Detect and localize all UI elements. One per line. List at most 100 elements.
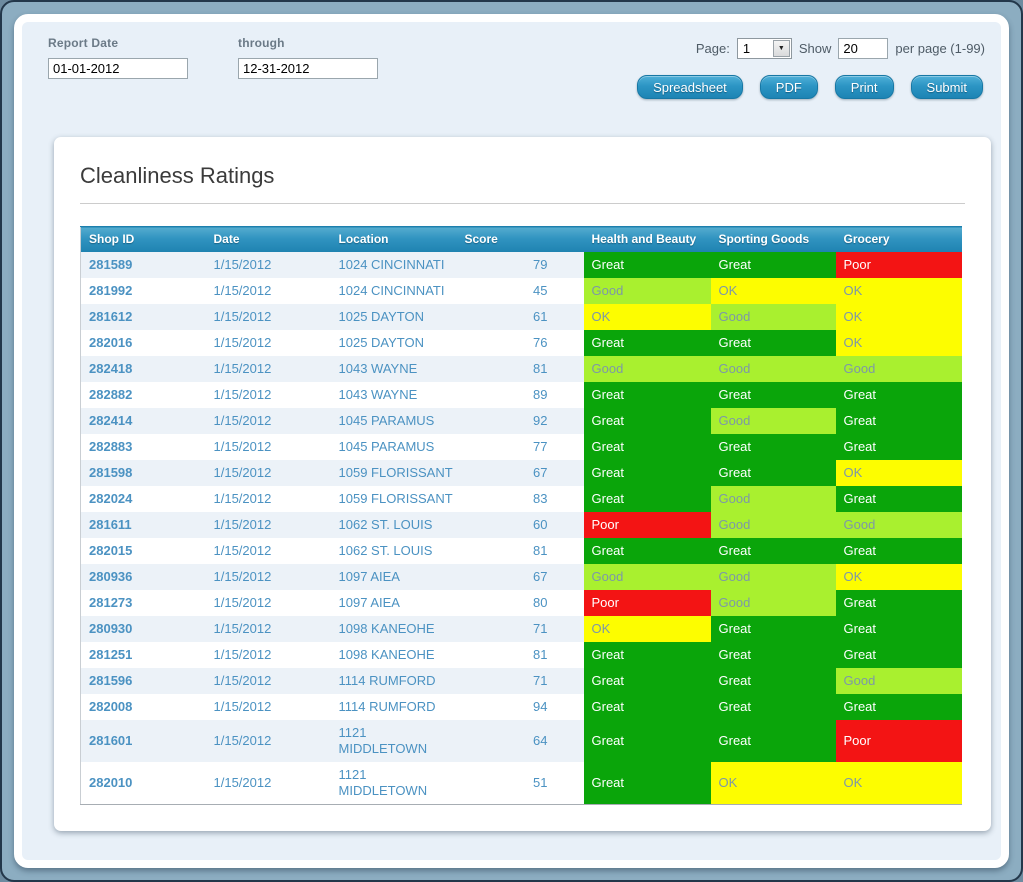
page-select[interactable]: 1 ▼ [736,38,792,59]
location-cell: 1059 FLORISSANT [338,490,453,506]
filter-bar: Report Date through Page: 1 ▼ Show [22,22,1001,99]
shop-id-link[interactable]: 282010 [89,774,133,790]
date-cell: 1/15/2012 [213,646,272,662]
shop-id-link[interactable]: 281596 [80,667,206,694]
ratings-table: Shop ID Date Location Score Health and B… [80,226,962,805]
rating-cell-health-beauty: Good [583,355,711,382]
spreadsheet-button[interactable]: Spreadsheet [637,75,743,99]
rating-cell-grocery: OK [835,563,962,590]
shop-id-link[interactable]: 281598 [80,459,206,486]
rating-cell-grocery: Great [835,641,962,668]
rating-cell-health-beauty: Great [583,407,711,434]
rating-cell-grocery: Great [835,381,962,408]
rating-cell-sporting-goods: Great [710,693,836,720]
rating-cell-grocery: Poor [835,251,962,278]
shop-id-link[interactable]: 281251 [89,646,133,662]
shop-id-link[interactable]: 281273 [89,594,133,610]
end-date-input[interactable] [238,58,378,79]
shop-id-link[interactable]: 282016 [89,334,133,350]
rating-cell-grocery: Great [835,485,962,512]
shop-id-link[interactable]: 280930 [80,615,206,642]
score-cell: 79 [456,251,584,278]
score-cell: 83 [533,490,548,506]
col-header-grocery: Grocery [835,226,962,252]
rating-cell-grocery: Great [835,589,962,616]
rating-cell-sporting-goods: Good [710,407,836,434]
rating-cell-health-beauty: Great [583,485,711,512]
report-date-label: Report Date [48,36,119,50]
action-buttons: Spreadsheet PDF Print Submit [637,75,983,99]
shop-id-link[interactable]: 281611 [80,511,206,538]
shop-id-link[interactable]: 281601 [80,719,206,762]
print-button[interactable]: Print [834,75,894,99]
chevron-down-icon: ▼ [772,40,790,57]
location-cell: 1043 WAYNE [330,355,457,382]
table-row: 281992 1/15/2012 1024 CINCINNATI 45 Good OK OK [81,277,962,304]
start-date-input[interactable] [48,58,188,79]
shop-id-link[interactable]: 280936 [80,563,206,590]
score-cell: 67 [456,563,584,590]
shop-id-link[interactable]: 282882 [89,386,133,402]
col-header-shop-id: Shop ID [80,226,206,252]
pdf-button[interactable]: PDF [759,75,818,99]
shop-id-link[interactable]: 282418 [80,355,206,382]
rating-cell-sporting-goods: Great [710,459,836,486]
ratings-table-body: 281589 1/15/2012 1024 CINCINNATI 79 Great Gre… [80,251,962,804]
rating-cell-sporting-goods: OK [710,761,836,804]
shop-id-link[interactable]: 282024 [89,490,133,506]
rating-cell-health-beauty: Great [583,719,711,762]
score-cell: 61 [456,303,584,330]
date-cell: 1/15/2012 [205,355,331,382]
table-row: 281251 1/15/2012 1098 KANEOHE 81 Great Great G… [81,641,962,668]
location-cell: 1098 KANEOHE [338,646,435,662]
rating-cell-grocery: OK [835,303,962,330]
location-cell: 1098 KANEOHE [330,615,457,642]
rating-cell-health-beauty: OK [583,615,711,642]
date-cell: 1/15/2012 [205,615,331,642]
rating-cell-grocery: OK [835,277,962,304]
table-row: 282010 1/15/2012 1121 MIDDLETOWN 51 Great OK O… [81,761,962,804]
rating-cell-sporting-goods: Great [710,641,836,668]
location-cell: 1025 DAYTON [330,303,457,330]
shop-id-link[interactable]: 282883 [89,438,133,454]
score-cell: 94 [533,698,548,714]
rating-cell-sporting-goods: Great [710,667,836,694]
table-row: 282882 1/15/2012 1043 WAYNE 89 Great Great Gre… [81,381,962,408]
page-frame: Report Date through Page: 1 ▼ Show [14,14,1009,868]
per-page-input[interactable] [838,38,889,59]
date-cell: 1/15/2012 [213,282,272,298]
table-row: 282414 1/15/2012 1045 PARAMUS 92 Great Good Gr… [80,407,962,434]
submit-button[interactable]: Submit [910,75,983,99]
rating-cell-sporting-goods: Great [710,537,836,564]
per-page-label: per page (1-99) [895,41,985,56]
rating-cell-health-beauty: Great [583,381,711,408]
rating-cell-sporting-goods: Great [710,381,836,408]
score-cell: 89 [533,386,548,402]
shop-id-link[interactable]: 282414 [80,407,206,434]
shop-id-link[interactable]: 281992 [89,282,133,298]
location-cell: 1097 AIEA [338,594,400,610]
location-cell: 1043 WAYNE [338,386,418,402]
shop-id-link[interactable]: 281589 [80,251,206,278]
location-cell: 1045 PARAMUS [338,438,435,454]
shop-id-link[interactable]: 282008 [89,698,133,714]
table-row: 280930 1/15/2012 1098 KANEOHE 71 OK Great Grea… [80,615,962,642]
location-cell: 1024 CINCINNATI [338,282,445,298]
title-divider [80,203,965,204]
date-cell: 1/15/2012 [205,667,331,694]
rating-cell-grocery: Good [835,667,962,694]
col-header-location: Location [330,226,457,252]
rating-cell-sporting-goods: Great [710,615,836,642]
date-cell: 1/15/2012 [205,251,331,278]
col-header-score: Score [456,226,584,252]
rating-cell-sporting-goods: Good [710,563,836,590]
table-row: 281612 1/15/2012 1025 DAYTON 61 OK Good OK [80,303,962,330]
shop-id-link[interactable]: 282015 [89,542,133,558]
rating-cell-grocery: Great [835,407,962,434]
location-cell: 1121 MIDDLETOWN [338,766,428,798]
shop-id-link[interactable]: 281612 [80,303,206,330]
rating-cell-health-beauty: Great [583,537,711,564]
date-cell: 1/15/2012 [213,490,272,506]
rating-cell-health-beauty: Good [583,563,711,590]
